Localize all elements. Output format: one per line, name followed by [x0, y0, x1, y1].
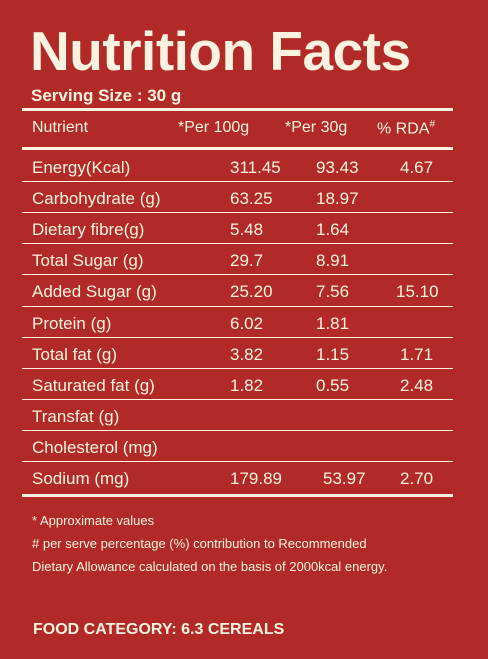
- per-100g-value: 25.20: [230, 282, 273, 301]
- rda-value: 4.67: [400, 158, 434, 177]
- table-row: Transfat (g): [22, 399, 453, 431]
- nutrient-name: Energy(Kcal): [32, 158, 131, 177]
- header-per-30g: *Per 30g: [285, 119, 348, 136]
- nutrient-name: Dietary fibre(g): [32, 220, 145, 239]
- nutrient-name: Total fat (g): [32, 345, 118, 364]
- rda-value: 2.70: [400, 469, 434, 488]
- table-row: Carbohydrate (g) 63.25 18.97: [22, 181, 453, 213]
- table-row: Total Sugar (g) 29.7 8.91: [22, 243, 453, 275]
- per-100g-value: 63.25: [230, 189, 273, 208]
- table-row: Total fat (g) 3.82 1.15 1.71: [22, 337, 453, 369]
- table-row: Added Sugar (g) 25.20 7.56 15.10: [22, 274, 453, 307]
- header-per-100g: *Per 100g: [178, 119, 250, 136]
- table-row: Energy(Kcal) 311.45 93.43 4.67: [22, 150, 453, 182]
- footnotes: * Approximate values # per serve percent…: [32, 509, 387, 578]
- footnote-approximate: * Approximate values: [32, 513, 155, 528]
- header-nutrient: Nutrient: [32, 119, 89, 136]
- per-100g-value: 5.48: [230, 220, 264, 239]
- serving-size: Serving Size : 30 g: [31, 86, 182, 105]
- nutrient-name: Transfat (g): [32, 407, 120, 426]
- per-100g-value: 311.45: [230, 158, 281, 177]
- top-divider: [22, 108, 453, 111]
- header-rda-marker: #: [429, 119, 436, 130]
- nutrient-name: Sodium (mg): [32, 469, 130, 488]
- nutrient-name: Total Sugar (g): [32, 251, 144, 270]
- footnote-rda-line2: Dietary Allowance calculated on the basi…: [32, 559, 388, 574]
- footnote-rda-line1: # per serve percentage (%) contribution …: [32, 536, 367, 551]
- per-30g-value: 7.56: [316, 282, 350, 301]
- rda-value: 1.71: [400, 345, 434, 364]
- per-30g-value: 1.81: [316, 314, 350, 333]
- per-30g-value: 53.97: [323, 469, 366, 488]
- header-rda-label: % RDA: [377, 120, 430, 138]
- table-row: Dietary fibre(g) 5.48 1.64: [22, 212, 453, 244]
- per-30g-value: 8.91: [316, 251, 350, 270]
- nutrition-facts-title: Nutrition Facts: [30, 20, 411, 82]
- nutrient-name: Added Sugar (g): [32, 282, 157, 301]
- food-category: FOOD CATEGORY: 6.3 CEREALS: [33, 621, 285, 638]
- nutrient-name: Protein (g): [32, 314, 112, 333]
- table-row: Saturated fat (g) 1.82 0.55 2.48: [22, 368, 453, 400]
- nutrient-name: Saturated fat (g): [32, 376, 155, 395]
- header-rda: % RDA#: [377, 119, 435, 138]
- table-header: Nutrient *Per 100g *Per 30g % RDA#: [22, 111, 453, 150]
- table-row: Sodium (mg) 179.89 53.97 2.70: [22, 461, 453, 497]
- rda-value: 2.48: [400, 376, 434, 395]
- table-row: Cholesterol (mg): [22, 430, 453, 462]
- per-30g-value: 1.64: [316, 220, 350, 239]
- per-100g-value: 1.82: [230, 376, 264, 395]
- per-100g-value: 6.02: [230, 314, 264, 333]
- rda-value: 15.10: [396, 282, 439, 301]
- per-30g-value: 0.55: [316, 376, 350, 395]
- table-row: Protein (g) 6.02 1.81: [22, 306, 453, 338]
- per-30g-value: 18.97: [316, 189, 359, 208]
- per-100g-value: 29.7: [230, 251, 264, 270]
- per-100g-value: 179.89: [230, 469, 282, 488]
- nutrient-name: Cholesterol (mg): [32, 438, 158, 457]
- per-30g-value: 1.15: [316, 345, 350, 364]
- per-100g-value: 3.82: [230, 345, 264, 364]
- nutrient-name: Carbohydrate (g): [32, 189, 161, 208]
- per-30g-value: 93.43: [316, 158, 359, 177]
